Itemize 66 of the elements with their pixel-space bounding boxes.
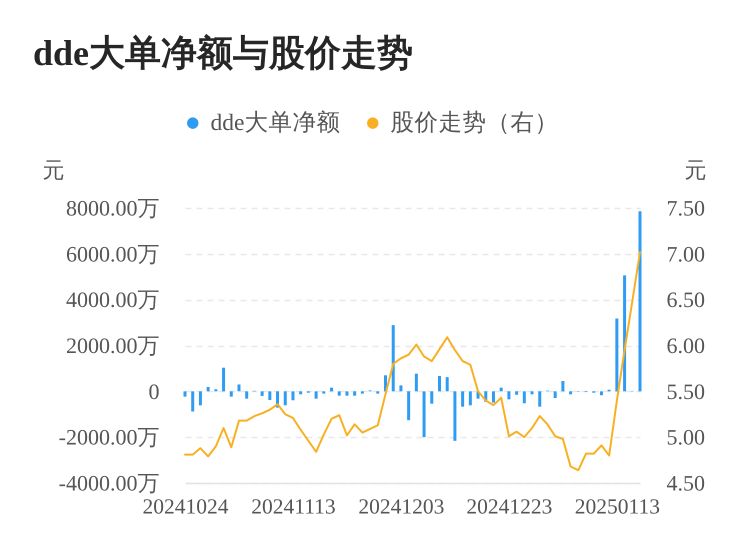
bar: [507, 391, 510, 400]
bar: [291, 391, 294, 400]
legend-label: dde大单净额: [210, 109, 340, 136]
bar: [538, 391, 542, 407]
bar: [260, 391, 264, 396]
y-tick-label: 8000.00万: [66, 196, 160, 220]
y2-axis-title: 元: [684, 158, 706, 182]
bar: [345, 391, 348, 396]
bar: [500, 388, 503, 392]
y-tick-label: 0: [148, 378, 160, 404]
x-tick-label: 20241024: [142, 494, 229, 518]
bar: [446, 377, 449, 392]
bar: [330, 388, 334, 392]
bar: [453, 391, 456, 441]
y-tick-label: 2000.00万: [66, 333, 160, 358]
x-tick-label: 20250113: [574, 494, 660, 518]
y2-tick-label: 7.50: [666, 196, 705, 220]
bar: [206, 386, 210, 392]
bar: [407, 391, 410, 420]
bar: [198, 391, 202, 406]
bar: [392, 325, 395, 392]
bar: [399, 385, 402, 392]
bar: [430, 391, 434, 404]
bar: [222, 368, 226, 392]
bar: [522, 391, 526, 404]
x-tick-label: 20241113: [251, 494, 336, 518]
x-tick-label: 20241223: [466, 494, 552, 518]
bar: [184, 391, 186, 397]
line-series: [184, 251, 641, 472]
bar: [554, 391, 557, 398]
y-tick-label: 6000.00万: [66, 241, 160, 266]
bar: [299, 391, 302, 394]
bar: [230, 391, 233, 397]
y2-tick-label: 6.00: [666, 333, 705, 358]
y2-tick-label: 6.50: [666, 287, 705, 312]
y2-tick-label: 5.00: [666, 424, 705, 450]
bar: [191, 391, 194, 412]
legend-label: 股价走势（右）: [390, 110, 558, 136]
bar: [338, 391, 341, 396]
bar: [492, 391, 495, 403]
bar: [638, 211, 642, 392]
y2-tick-label: 5.50: [666, 378, 705, 404]
y2-tick-label: 4.50: [666, 470, 705, 496]
bar: [530, 391, 534, 394]
bar: [237, 384, 240, 392]
bar: [314, 391, 318, 399]
bar: [569, 391, 572, 394]
bar: [353, 391, 356, 396]
bar: [515, 391, 518, 395]
bar: [284, 391, 287, 406]
y-axis-title: 元: [42, 158, 64, 182]
bar: [461, 391, 464, 407]
bar: [468, 391, 472, 406]
chart-title: dde大单净额与股价走势: [33, 33, 414, 73]
bar: [438, 376, 441, 392]
y-tick-label: -4000.00万: [58, 470, 160, 496]
y-tick-label: 4000.00万: [66, 287, 160, 312]
x-tick-label: 20241203: [358, 494, 444, 518]
bar: [414, 374, 418, 392]
bar: [422, 391, 426, 438]
bar: [561, 381, 564, 392]
y2-tick-label: 7.00: [666, 241, 705, 266]
y-tick-label: -2000.00万: [58, 424, 160, 450]
bar: [615, 318, 618, 392]
bar: [245, 391, 248, 399]
bar: [268, 391, 272, 400]
